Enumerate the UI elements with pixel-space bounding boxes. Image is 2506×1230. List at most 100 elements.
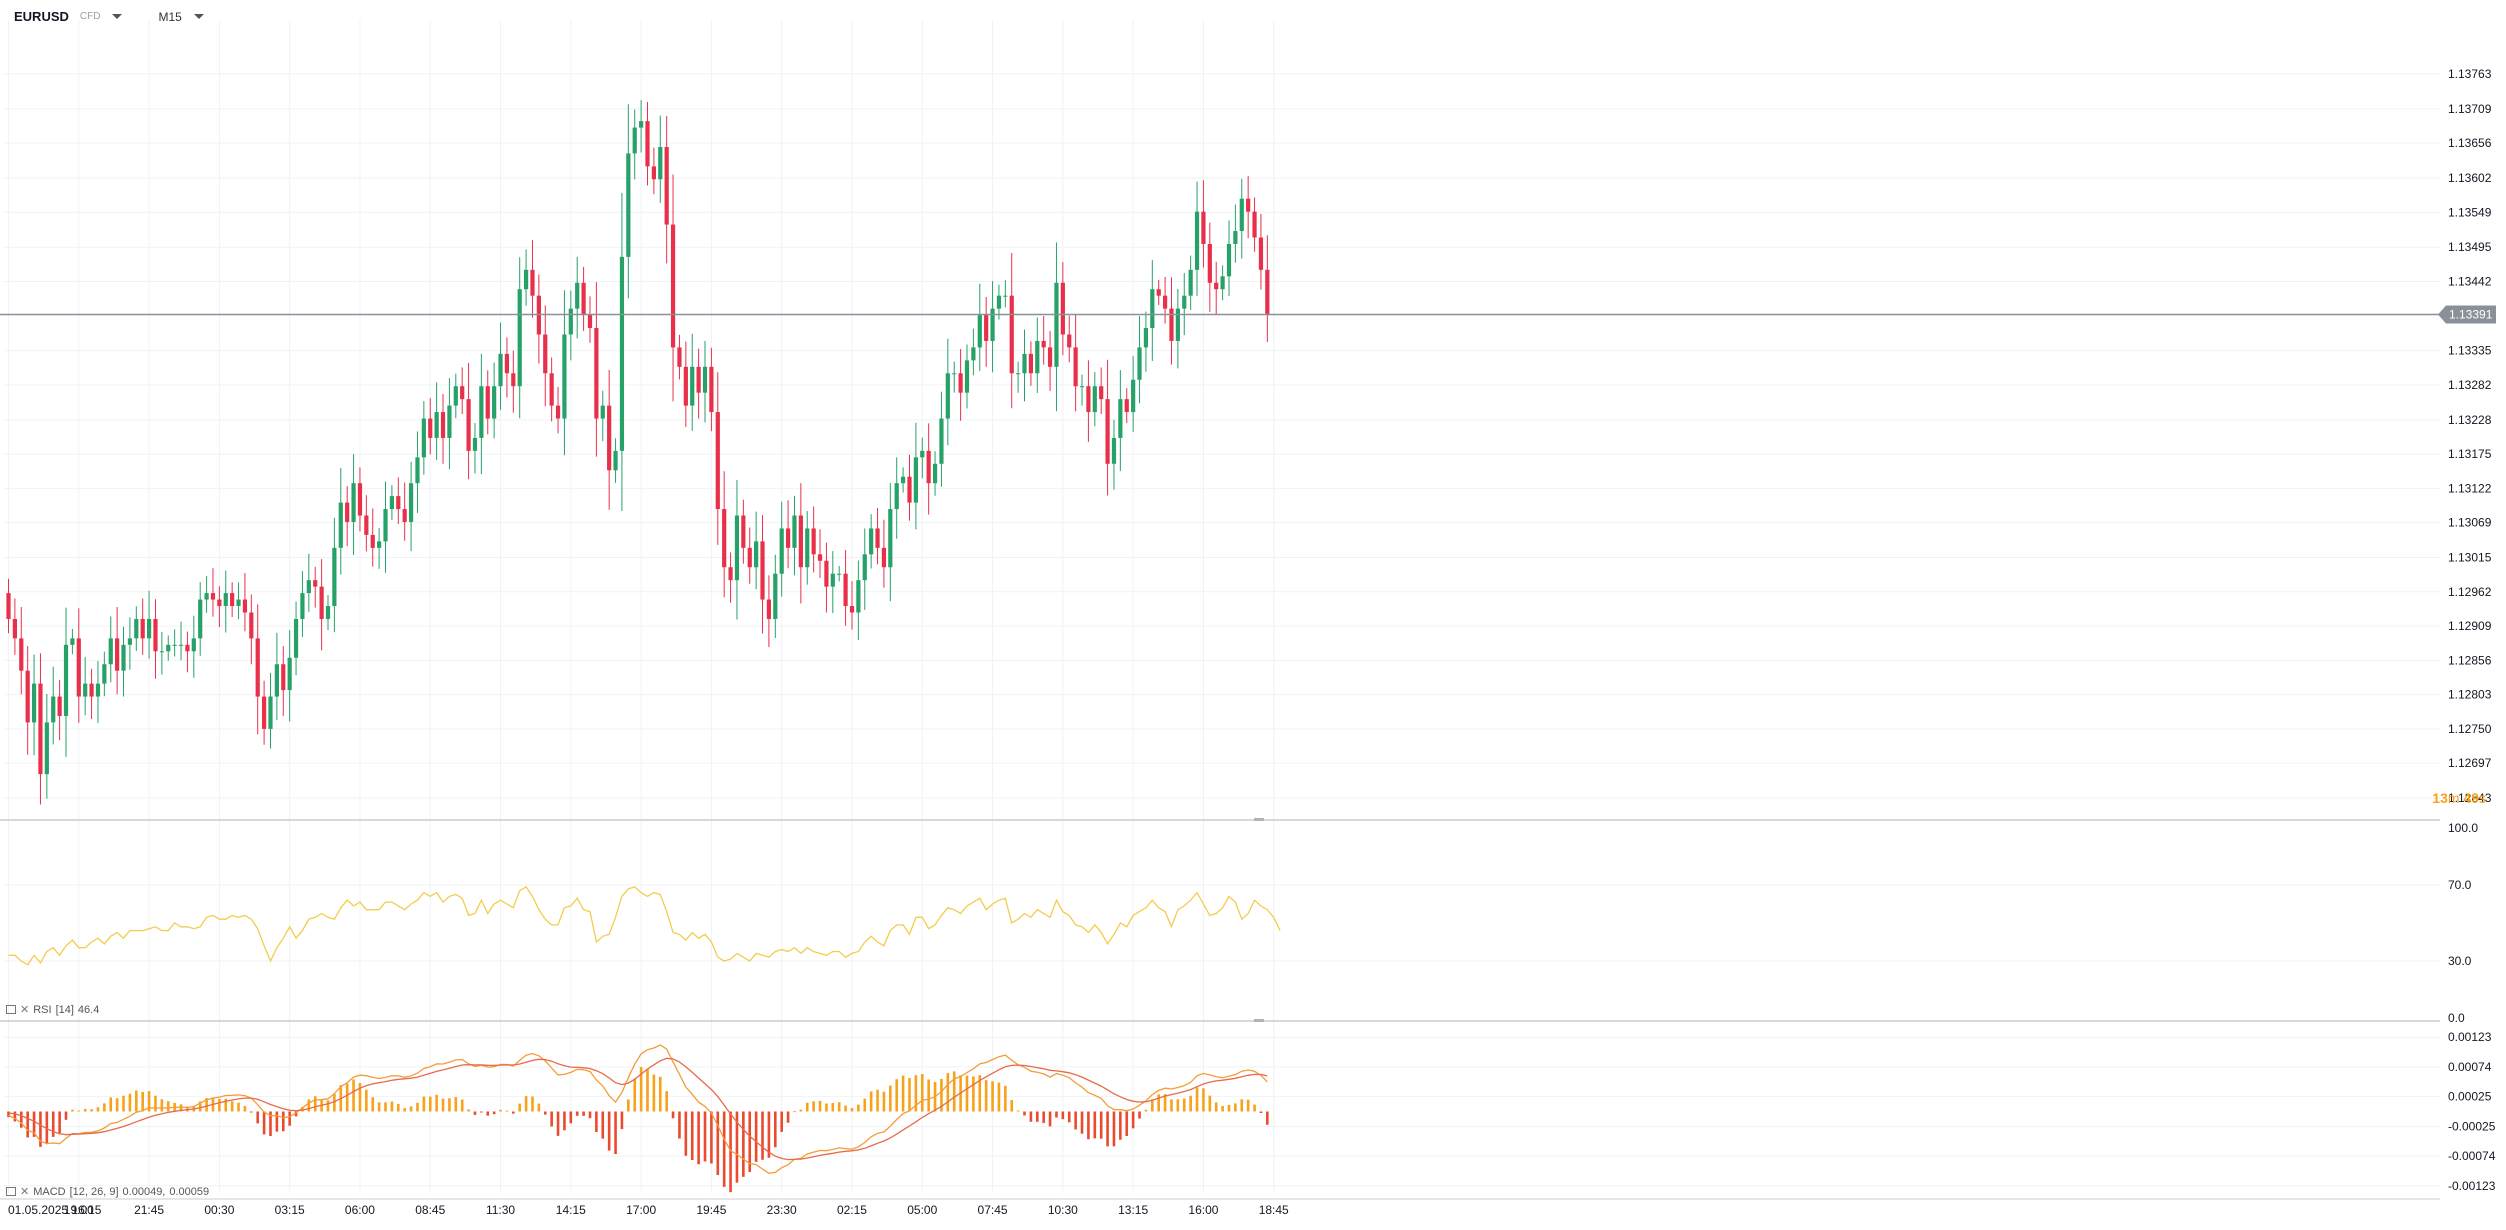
macd-hist-bar — [96, 1107, 100, 1112]
countdown-seconds-unit: s — [2479, 790, 2486, 806]
candle-body — [549, 373, 554, 406]
price-axis-tick: 1.12856 — [2448, 653, 2492, 667]
candle-body — [1067, 334, 1072, 348]
macd-hist-bar — [1182, 1098, 1186, 1112]
candle-body — [607, 405, 612, 471]
macd-hist-bar — [703, 1111, 707, 1162]
timeframe-select[interactable]: M15 — [158, 9, 182, 24]
time-axis-tick: 23:30 — [767, 1203, 797, 1217]
macd-hist-bar — [32, 1111, 36, 1137]
macd-hist-bar — [518, 1103, 521, 1112]
time-axis-tick: 05:00 — [907, 1203, 937, 1217]
macd-hist-bar — [403, 1108, 406, 1112]
candle-body — [383, 509, 388, 542]
candle-body — [977, 315, 982, 348]
macd-close-icon[interactable]: ✕ — [20, 1186, 30, 1198]
candle-body — [709, 366, 714, 413]
macd-hist-bar — [1202, 1088, 1205, 1112]
time-axis-tick: 11:30 — [486, 1203, 515, 1217]
candle-body — [428, 418, 433, 438]
candle-body — [408, 483, 414, 522]
macd-hist-bar — [639, 1067, 643, 1112]
rsi-close-icon[interactable]: ✕ — [20, 1004, 30, 1016]
candle-body — [734, 515, 740, 581]
macd-hist-bar — [1061, 1111, 1065, 1120]
macd-hist-bar — [690, 1111, 694, 1161]
macd-hist-bar — [531, 1096, 534, 1112]
candle-body — [1233, 231, 1238, 244]
macd-hist-bar — [122, 1095, 125, 1112]
candle-body — [134, 618, 139, 639]
macd-hist-bar — [486, 1111, 490, 1116]
macd-hist-bar — [428, 1096, 432, 1112]
macd-hist-bar — [1125, 1111, 1129, 1137]
symbol-name[interactable]: EURUSD — [14, 9, 69, 24]
macd-hist-bar — [237, 1102, 240, 1112]
candle-body — [453, 386, 458, 406]
candle-body — [798, 515, 803, 568]
symbol-dropdown-icon[interactable] — [112, 14, 123, 19]
candle-body — [1252, 211, 1257, 238]
macd-hist-bar — [965, 1075, 969, 1112]
macd-hist-bar — [742, 1111, 745, 1177]
candle-body — [287, 657, 292, 691]
candle-body — [115, 638, 120, 671]
candle-body — [332, 547, 337, 607]
rsi-settings-icon[interactable] — [6, 1005, 16, 1014]
candle-body — [83, 683, 88, 697]
macd-hist-bar — [601, 1111, 605, 1139]
macd-hist-bar — [135, 1090, 138, 1112]
candle-body — [747, 547, 752, 568]
candle-body — [153, 618, 158, 652]
macd-hist-bar — [1189, 1095, 1192, 1112]
macd-hist-bar — [371, 1097, 375, 1112]
candle-body — [1265, 269, 1270, 316]
macd-hist-bar — [256, 1111, 260, 1124]
timeframe-dropdown-icon[interactable] — [193, 14, 204, 19]
macd-hist-bar — [543, 1111, 547, 1115]
candle-body — [613, 450, 618, 471]
time-axis-tick: 19:00 — [64, 1203, 94, 1217]
candle-body — [913, 457, 918, 503]
candle-body — [964, 360, 970, 393]
candle-body — [728, 567, 733, 581]
candle-body — [402, 509, 407, 522]
macd-hist-bar — [141, 1091, 144, 1112]
macd-axis-tick: -0.00074 — [2448, 1149, 2496, 1163]
macd-hist-bar — [1055, 1111, 1058, 1118]
candle-body — [785, 528, 791, 548]
candle-body — [645, 121, 650, 167]
pane-resize-handle — [1254, 818, 1264, 821]
candle-body — [817, 554, 823, 561]
macd-hist-bar — [716, 1111, 720, 1176]
candle-body — [1111, 437, 1117, 464]
candle-body — [281, 664, 286, 691]
macd-hist-bar — [761, 1111, 764, 1160]
candle-body — [1079, 386, 1085, 388]
macd-hist-bar — [901, 1075, 905, 1112]
candle-body — [715, 412, 720, 510]
macd-hist-bar — [1151, 1099, 1154, 1112]
candle-body — [127, 638, 133, 645]
candle-body — [702, 366, 708, 393]
candle-body — [805, 528, 810, 568]
macd-hist-bar — [179, 1104, 183, 1112]
time-axis-tick: 02:15 — [837, 1203, 867, 1217]
candle-body — [760, 541, 765, 600]
candle-body — [300, 593, 305, 619]
macd-hist-bar — [492, 1111, 496, 1115]
candle-body — [63, 644, 69, 716]
macd-hist-bar — [19, 1111, 23, 1128]
candle-body — [1239, 198, 1244, 232]
countdown-seconds: 49 — [2463, 790, 2479, 806]
candle-body — [1086, 386, 1091, 413]
macd-hist-bar — [281, 1111, 285, 1132]
candle-body — [217, 599, 222, 607]
macd-hist-bar — [633, 1078, 637, 1112]
macd-hist-bar — [984, 1080, 988, 1112]
macd-hist-bar — [850, 1108, 854, 1112]
macd-hist-bar — [45, 1111, 49, 1145]
candle-body — [683, 366, 688, 406]
macd-settings-icon[interactable] — [6, 1187, 16, 1196]
